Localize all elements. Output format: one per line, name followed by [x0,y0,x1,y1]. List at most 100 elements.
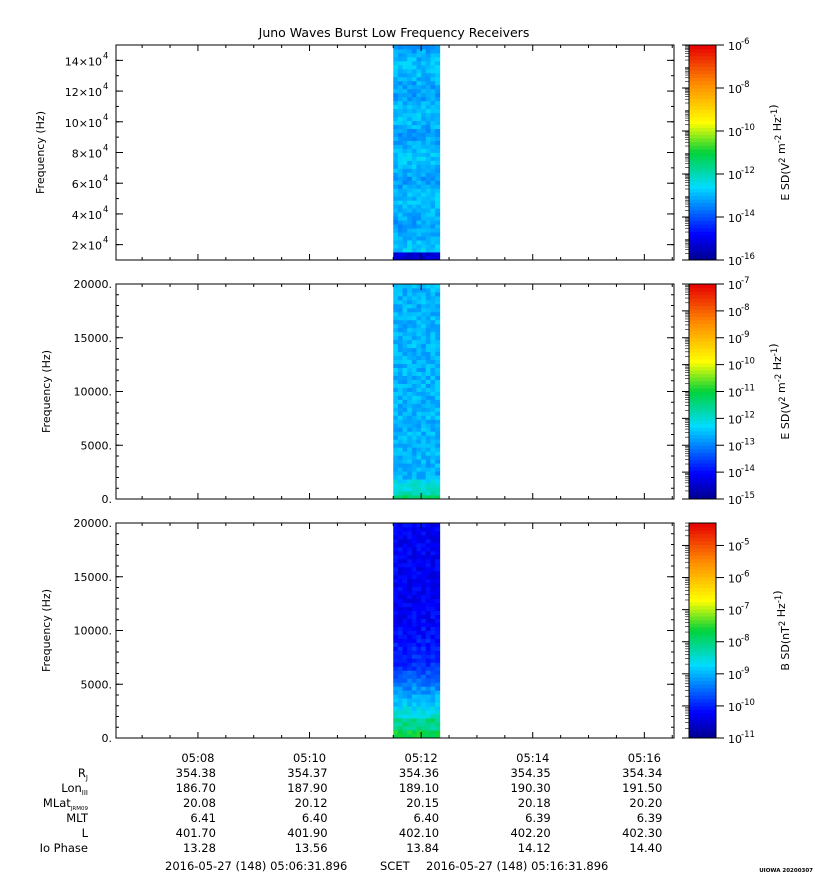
heatmap-cell [421,76,427,82]
colorbar-tick-base: 10 [728,637,742,650]
heatmap-cell [416,375,422,380]
heatmap-cell [411,152,417,157]
heatmap-cell [435,523,441,528]
heatmap-cell [402,351,408,357]
colorbar-swatch [689,481,716,486]
heatmap-cell [402,200,408,205]
heatmap-cell [425,526,431,532]
y-tick-label: 2×10 4 [72,236,109,253]
heatmap-cell [421,323,427,329]
heatmap-cell [421,112,427,118]
heatmap-cell [425,407,431,412]
heatmap-cell [421,212,427,217]
colorbar-swatch [689,445,716,450]
heatmap-cell [421,160,427,165]
heatmap-cell [416,423,422,428]
heatmap-cell [402,654,408,659]
heatmap-cell [393,156,399,161]
heatmap-cell [407,610,413,615]
heatmap-cell [402,172,408,177]
heatmap-cell [393,148,399,153]
heatmap-cell [402,726,408,731]
heatmap-cell [407,682,413,687]
colorbar-swatch [689,291,716,296]
heatmap-cell [407,666,413,671]
y-tick-mantissa: 12×10 [65,86,102,99]
colorbar-swatch [689,294,716,299]
heatmap-cell [421,606,427,611]
heatmap-cell [430,626,436,631]
heatmap-cell [435,68,441,74]
heatmap-cell [393,530,399,536]
heatmap-cell [421,371,427,376]
colorbar-label-superscript: -2 [774,135,784,143]
heatmap-cell [393,730,399,735]
colorbar-swatch [689,105,716,110]
heatmap-cell [425,387,431,392]
heatmap-cell [393,538,399,544]
heatmap-cell [393,184,399,189]
heatmap-cell [416,236,422,241]
heatmap-cell [425,335,431,341]
ephemeris-row: RJ 354.38 354.37 354.36 354.35 354.34 [78,766,662,782]
heatmap-cell [402,463,408,468]
heatmap-cell [393,674,399,679]
heatmap-cell [435,546,441,552]
heatmap-cell [411,610,417,615]
heatmap-cell [435,530,441,536]
heatmap-cell [421,602,427,608]
heatmap-cell [435,220,441,225]
heatmap-cell [407,128,413,133]
heatmap-cell [425,686,431,691]
colorbar-swatch [689,231,716,236]
heatmap-cell [416,475,422,480]
heatmap-cell [421,311,427,317]
y-tick-text: 20000. [74,278,113,291]
heatmap-cell [411,634,417,639]
heatmap-cell [393,80,399,86]
heatmap-cell [421,339,427,345]
colorbar-swatch [689,70,716,75]
heatmap-cell [407,355,413,361]
heatmap-cell [407,164,413,169]
heatmap-cell [435,423,441,428]
heatmap-cell [402,718,408,723]
colorbar-swatch [689,45,716,50]
heatmap-cell [416,487,422,492]
heatmap-cell [402,614,408,619]
heatmap-cell [402,216,408,221]
heatmap-cell [393,586,399,592]
heatmap-cell [421,236,427,241]
heatmap-cell [411,411,417,416]
heatmap-cell [435,172,441,177]
heatmap-cell [407,48,413,54]
heatmap-cell [421,176,427,181]
colorbar-swatch [689,217,716,222]
heatmap-cell [411,172,417,177]
heatmap-cell [411,192,417,197]
heatmap-cell [397,582,403,588]
heatmap-cell [407,160,413,165]
colorbar-tick-base: 10 [728,306,742,319]
heatmap-cell [421,431,427,436]
heatmap-cell [402,252,408,257]
heatmap-cell [397,56,403,62]
heatmap-cell [421,164,427,169]
heatmap-cell [425,475,431,480]
heatmap-cell [411,315,417,321]
heatmap-cell [393,594,399,600]
heatmap-cell [397,455,403,460]
colorbar-swatch [689,420,716,425]
heatmap-cell [430,45,436,50]
ephemeris-value: 354.34 [622,766,662,780]
heatmap-cell [435,180,441,185]
heatmap-cell [402,435,408,440]
heatmap-cell [407,530,413,536]
heatmap-cell [411,483,417,488]
heatmap-cell [416,379,422,384]
heatmap-cell [435,698,441,703]
heatmap-cell [407,431,413,436]
heatmap-cell [430,523,436,528]
heatmap-cell [421,140,427,145]
heatmap-cell [407,184,413,189]
